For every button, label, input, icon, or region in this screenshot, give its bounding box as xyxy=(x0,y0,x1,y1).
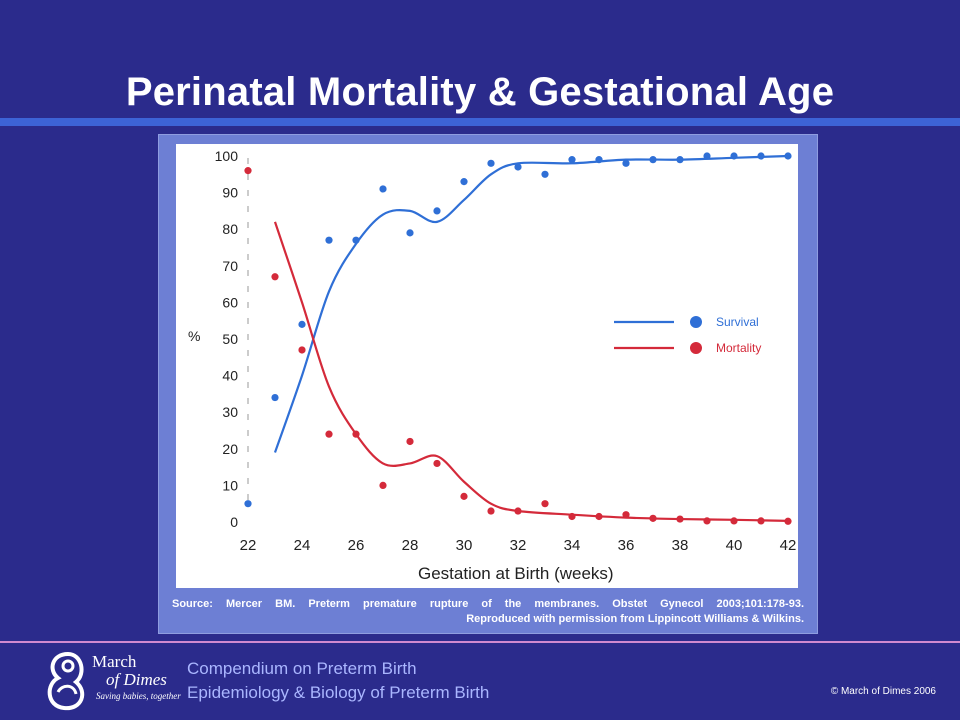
permission-note: Reproduced with permission from Lippinco… xyxy=(466,613,804,625)
data-point-mortality xyxy=(487,507,495,515)
data-point-mortality xyxy=(541,500,549,508)
data-point-survival xyxy=(487,159,495,167)
data-point-survival xyxy=(784,152,792,160)
y-tick-label: 0 xyxy=(230,514,238,530)
x-tick-label: 22 xyxy=(240,537,257,554)
data-point-survival xyxy=(271,393,279,402)
march-of-dimes-logo-icon xyxy=(47,651,85,711)
y-tick-label: 30 xyxy=(222,404,238,420)
data-point-survival xyxy=(406,229,414,237)
series-line-mortality xyxy=(273,221,789,523)
data-point-survival xyxy=(298,320,306,328)
x-tick-label: 34 xyxy=(564,537,581,554)
series-curves xyxy=(273,154,789,523)
data-point-mortality xyxy=(352,430,360,438)
data-point-survival xyxy=(352,236,360,244)
legend: Survival Mortality xyxy=(614,315,761,355)
data-point-mortality xyxy=(514,507,522,515)
source-citation: Source: Mercer BM. Preterm premature rup… xyxy=(172,598,804,610)
footer-subtitle: Epidemiology & Biology of Preterm Birth xyxy=(187,683,490,702)
legend-marker-survival xyxy=(690,316,702,328)
copyright: © March of Dimes 2006 xyxy=(830,686,936,697)
data-point-survival xyxy=(541,170,549,178)
footer-divider xyxy=(0,641,960,643)
data-point-survival xyxy=(514,163,522,171)
data-point-mortality xyxy=(298,346,306,354)
series-points xyxy=(244,152,792,525)
y-tick-label: 10 xyxy=(222,477,238,493)
x-tick-label: 32 xyxy=(510,537,527,554)
y-axis-label: % xyxy=(188,328,200,344)
data-point-survival xyxy=(325,236,333,244)
x-tick-label: 28 xyxy=(402,537,419,554)
x-tick-label: 36 xyxy=(618,537,635,554)
x-axis: 22 24 26 28 30 32 34 36 38 40 42 xyxy=(240,537,797,554)
data-point-survival xyxy=(757,152,765,160)
legend-label-mortality: Mortality xyxy=(716,341,761,355)
chart-panel: 0 10 20 30 40 50 60 70 80 90 100 22 24 26 28 30 32 34 36 3… xyxy=(176,144,798,588)
y-tick-label: 40 xyxy=(222,368,238,384)
logo-wordmark-of-dimes: of Dimes xyxy=(106,670,167,689)
source-note: Source: Mercer BM. Preterm premature rup… xyxy=(172,597,804,627)
data-point-mortality xyxy=(460,492,468,500)
data-point-mortality xyxy=(271,273,279,281)
y-tick-label: 50 xyxy=(222,331,238,347)
data-point-mortality xyxy=(406,437,414,446)
data-point-survival xyxy=(730,152,738,160)
data-point-survival xyxy=(460,178,468,186)
data-point-mortality xyxy=(649,514,657,522)
x-tick-label: 42 xyxy=(780,537,797,554)
data-point-survival xyxy=(568,156,576,164)
x-tick-label: 24 xyxy=(294,537,311,554)
y-tick-label: 70 xyxy=(222,258,238,274)
data-point-survival xyxy=(244,500,252,508)
logo-wordmark-march: March xyxy=(92,652,137,671)
x-axis-label: Gestation at Birth (weeks) xyxy=(418,564,614,583)
legend-label-survival: Survival xyxy=(716,315,759,329)
y-tick-label: 100 xyxy=(215,148,239,164)
logo-tagline: Saving babies, together xyxy=(96,691,181,701)
data-point-mortality xyxy=(703,517,711,525)
series-line-survival xyxy=(273,154,789,453)
data-point-mortality xyxy=(622,511,630,519)
legend-marker-mortality xyxy=(690,342,702,354)
footer-compendium: Compendium on Preterm Birth xyxy=(187,659,417,678)
data-point-mortality xyxy=(595,512,603,521)
title-underline xyxy=(0,118,960,126)
chart-svg: 0 10 20 30 40 50 60 70 80 90 100 22 24 26 28 30 32 34 36 3… xyxy=(188,148,797,583)
data-point-mortality xyxy=(757,517,765,525)
data-point-mortality xyxy=(730,517,738,525)
y-axis: 0 10 20 30 40 50 60 70 80 90 100 xyxy=(215,148,249,530)
x-tick-label: 26 xyxy=(348,537,365,554)
data-point-mortality xyxy=(244,167,252,175)
data-point-survival xyxy=(703,152,711,160)
data-point-mortality xyxy=(379,481,387,489)
data-point-survival xyxy=(649,156,657,164)
data-point-survival xyxy=(595,156,603,164)
data-point-mortality xyxy=(568,512,576,521)
y-tick-label: 90 xyxy=(222,185,238,201)
data-point-mortality xyxy=(676,515,684,523)
x-tick-label: 40 xyxy=(726,537,743,554)
x-tick-label: 30 xyxy=(456,537,473,554)
y-tick-label: 60 xyxy=(222,294,238,310)
slide-title: Perinatal Mortality & Gestational Age xyxy=(125,70,835,114)
x-tick-label: 38 xyxy=(672,537,689,554)
data-point-survival xyxy=(622,159,630,167)
data-point-survival xyxy=(676,156,684,164)
data-point-mortality xyxy=(325,430,333,438)
y-tick-label: 80 xyxy=(222,221,238,237)
data-point-survival xyxy=(433,207,441,215)
data-point-mortality xyxy=(784,517,792,525)
data-point-mortality xyxy=(433,459,441,468)
y-tick-label: 20 xyxy=(222,441,238,457)
data-point-survival xyxy=(379,185,387,193)
